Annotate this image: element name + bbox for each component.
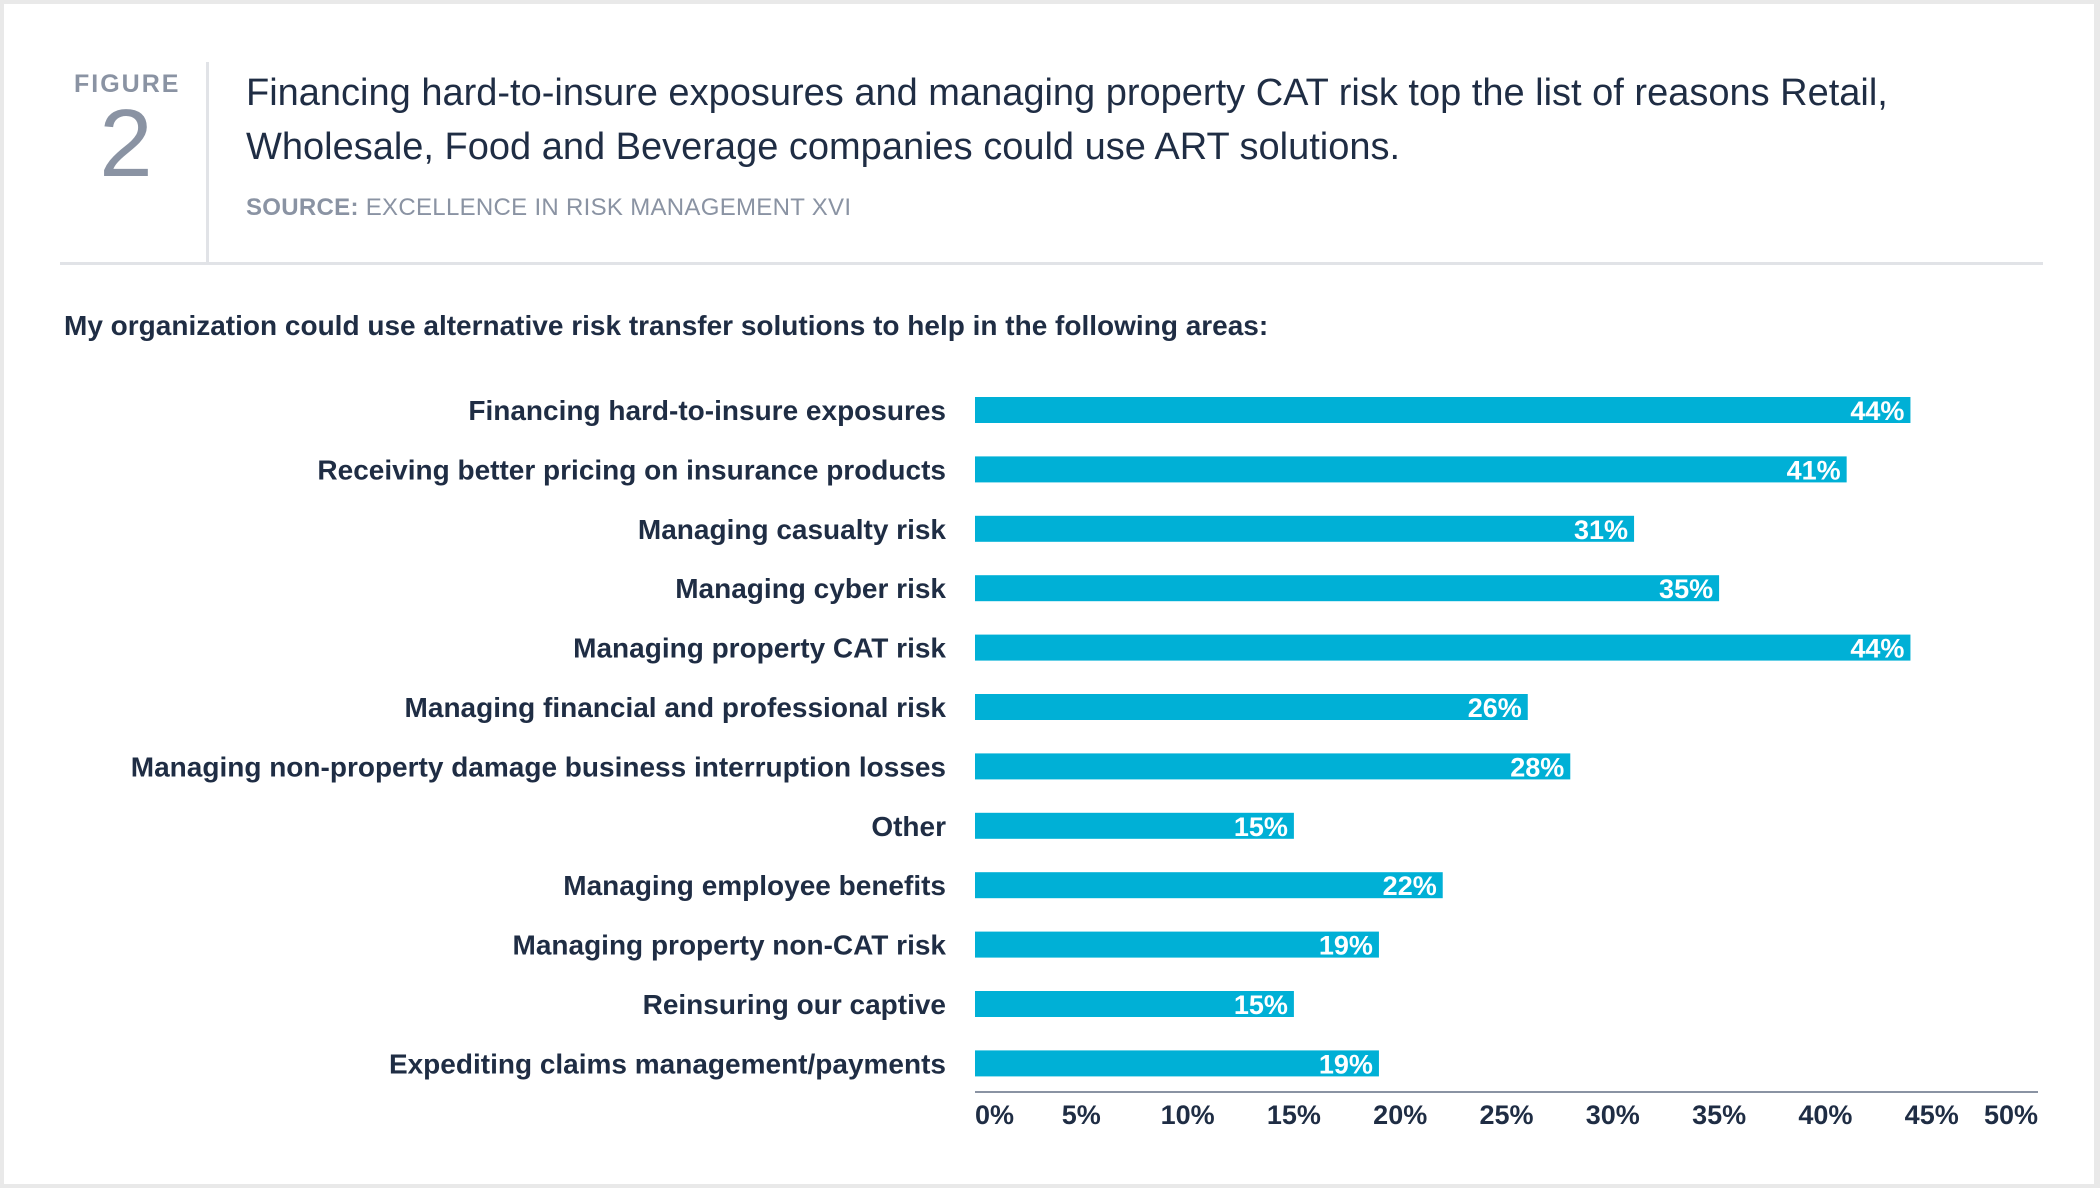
bar (975, 812, 1294, 839)
value-label: 41% (1787, 455, 1841, 485)
value-label: 15% (1234, 990, 1288, 1020)
category-label: Other (871, 811, 946, 842)
figure-source: SOURCE: EXCELLENCE IN RISK MANAGEMENT XV… (246, 194, 851, 222)
x-tick-label: 50% (1984, 1100, 2038, 1130)
source-label: SOURCE: (246, 194, 359, 221)
vertical-divider (206, 62, 209, 262)
category-label: Managing employee benefits (563, 870, 946, 901)
value-label: 15% (1234, 812, 1288, 842)
figure-headline: Financing hard-to-insure exposures and m… (246, 72, 1888, 168)
category-label: Receiving better pricing on insurance pr… (317, 454, 946, 485)
value-label: 44% (1850, 396, 1904, 426)
bar (975, 456, 1847, 483)
bar (975, 515, 1635, 542)
category-label: Managing cyber risk (675, 573, 946, 604)
bar (975, 931, 1379, 958)
value-label: 26% (1468, 693, 1522, 723)
category-label: Managing property CAT risk (573, 633, 946, 664)
value-label: 22% (1383, 871, 1437, 901)
figure-card: FIGURE 2 Financing hard-to-insure exposu… (4, 4, 2094, 1184)
survey-question: My organization could use alternative ri… (64, 310, 1269, 341)
x-tick-label: 40% (1798, 1100, 1852, 1130)
x-tick-label: 30% (1586, 1100, 1640, 1130)
value-label: 44% (1850, 634, 1904, 664)
x-tick-label: 35% (1692, 1100, 1746, 1130)
value-label: 19% (1319, 931, 1373, 961)
x-tick-label: 20% (1373, 1100, 1427, 1130)
figure-number: 2 (99, 90, 153, 197)
bar (975, 634, 1911, 661)
category-label: Managing property non-CAT risk (513, 930, 947, 961)
source-text: EXCELLENCE IN RISK MANAGEMENT XVI (365, 194, 852, 221)
value-label: 19% (1319, 1049, 1373, 1079)
bar (975, 575, 1720, 602)
x-tick-label: 15% (1267, 1100, 1321, 1130)
category-label: Managing non-property damage business in… (131, 751, 946, 782)
x-tick-label: 25% (1479, 1100, 1533, 1130)
bar (975, 872, 1443, 899)
value-label: 28% (1510, 752, 1564, 782)
horizontal-divider (60, 262, 2043, 265)
bar (975, 397, 1911, 423)
x-tick-label: 5% (1062, 1100, 1101, 1130)
category-label: Managing casualty risk (638, 514, 947, 545)
bar (975, 694, 1528, 720)
category-label: Financing hard-to-insure exposures (468, 395, 946, 426)
value-label: 35% (1659, 574, 1713, 604)
x-tick-label: 10% (1161, 1100, 1215, 1130)
category-label: Reinsuring our captive (643, 989, 946, 1020)
x-tick-label: 45% (1905, 1100, 1959, 1130)
value-label: 31% (1574, 515, 1628, 545)
category-label: Managing financial and professional risk (405, 692, 947, 723)
x-tick-label: 0% (975, 1100, 1014, 1130)
category-label: Expediting claims management/payments (389, 1048, 946, 1079)
bar (975, 753, 1571, 780)
bar (975, 991, 1294, 1017)
bar (975, 1050, 1379, 1077)
figure-label: FIGURE (74, 70, 181, 98)
